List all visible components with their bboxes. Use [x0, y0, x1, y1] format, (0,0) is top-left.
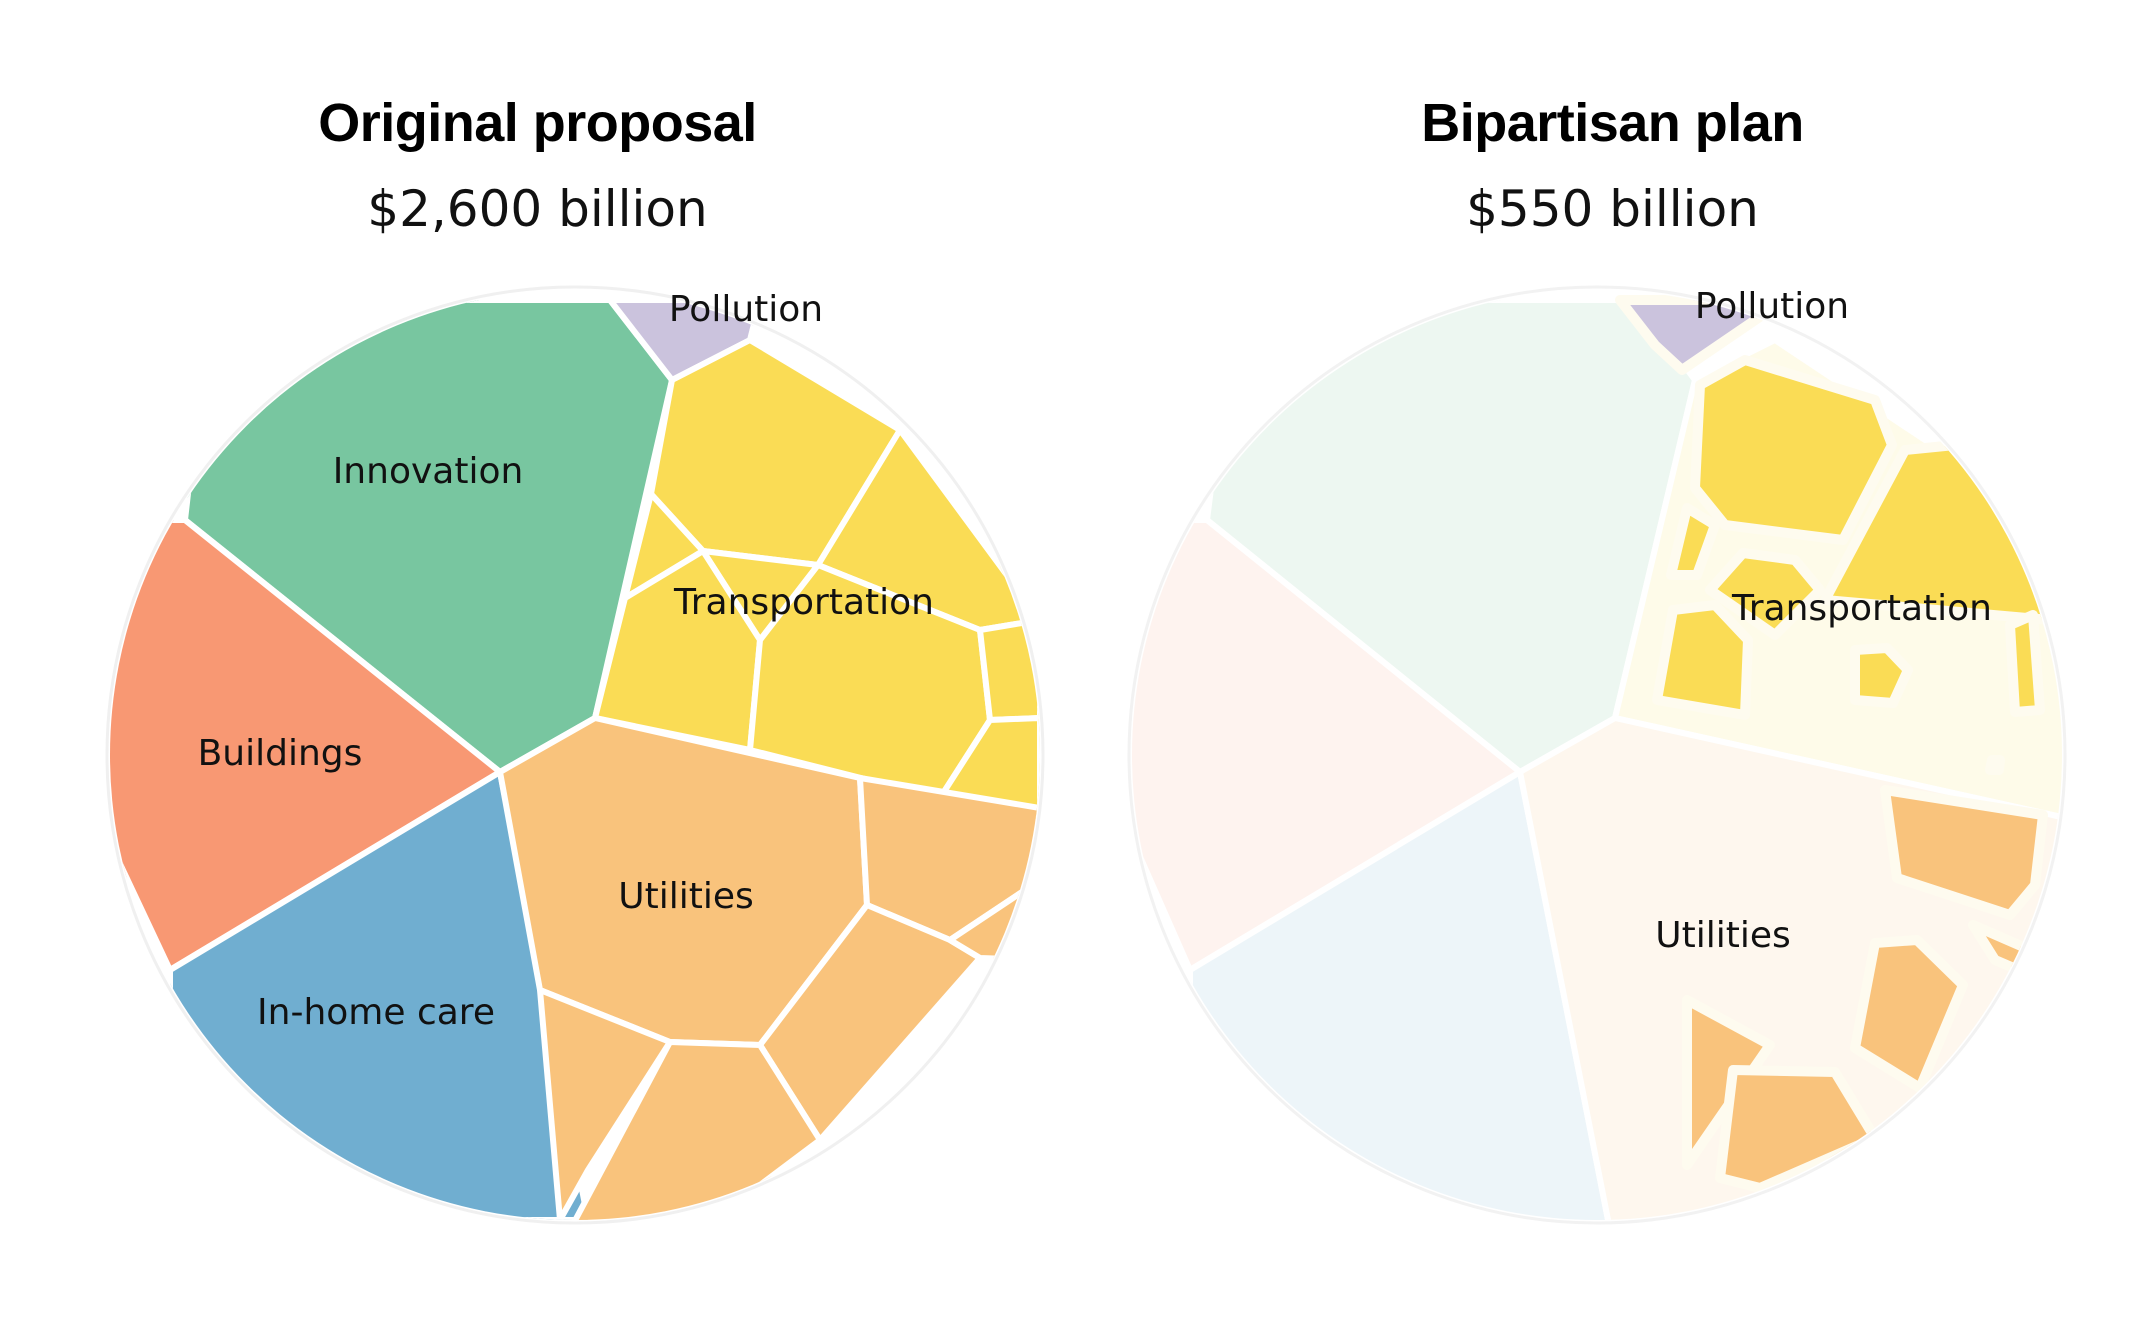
transportation-cell [2005, 610, 2045, 717]
transportation-cell [1666, 503, 1720, 580]
transportation-cell [977, 617, 1040, 723]
utilities-cell [757, 902, 983, 1143]
transportation-cell [1705, 548, 1825, 640]
utilities-cell [1880, 785, 2048, 920]
buildings-cell [110, 517, 503, 973]
innovation-label: Innovation [333, 451, 524, 492]
buildings-cell-faded [1132, 517, 1523, 973]
pollution-label: Pollution [1695, 286, 1849, 327]
utilities-label: Utilities [1655, 915, 1791, 956]
chart-outline [105, 285, 1045, 1225]
bipartisan-plan-panel: Bipartisan plan $550 billion Pollution Tr… [1075, 0, 2150, 1331]
chart-outline [1127, 285, 2067, 1225]
pollution-label: Pollution [669, 289, 823, 330]
transportation-label: Transportation [673, 582, 934, 623]
transportation-cell [1850, 643, 1913, 708]
utilities-label: Utilities [618, 876, 754, 917]
utilities-cell [1850, 935, 1968, 1093]
buildings-label: Buildings [198, 733, 363, 774]
chart-title: Original proposal [318, 93, 757, 153]
bipartisan-plan-chart: Pollution Transportation Utilities [1127, 285, 2067, 1225]
original-proposal-chart: Buildings Innovation In-home care Utilities… [105, 285, 1045, 1225]
chart-total: $550 billion [1466, 180, 1759, 238]
utilities-cell [1715, 1065, 1880, 1193]
transportation-cell [1985, 755, 2005, 775]
in-home-care-label: In-home care [257, 992, 495, 1033]
transportation-cell [1652, 600, 1753, 720]
utilities-cell [537, 987, 673, 1220]
transportation-label: Transportation [1731, 588, 1992, 629]
chart-total: $2,600 billion [367, 180, 708, 238]
transportation-cell [1690, 355, 1897, 545]
original-proposal-panel: Original proposal $2,600 billion Buildin… [105, 93, 1045, 1225]
chart-title: Bipartisan plan [1421, 93, 1804, 153]
